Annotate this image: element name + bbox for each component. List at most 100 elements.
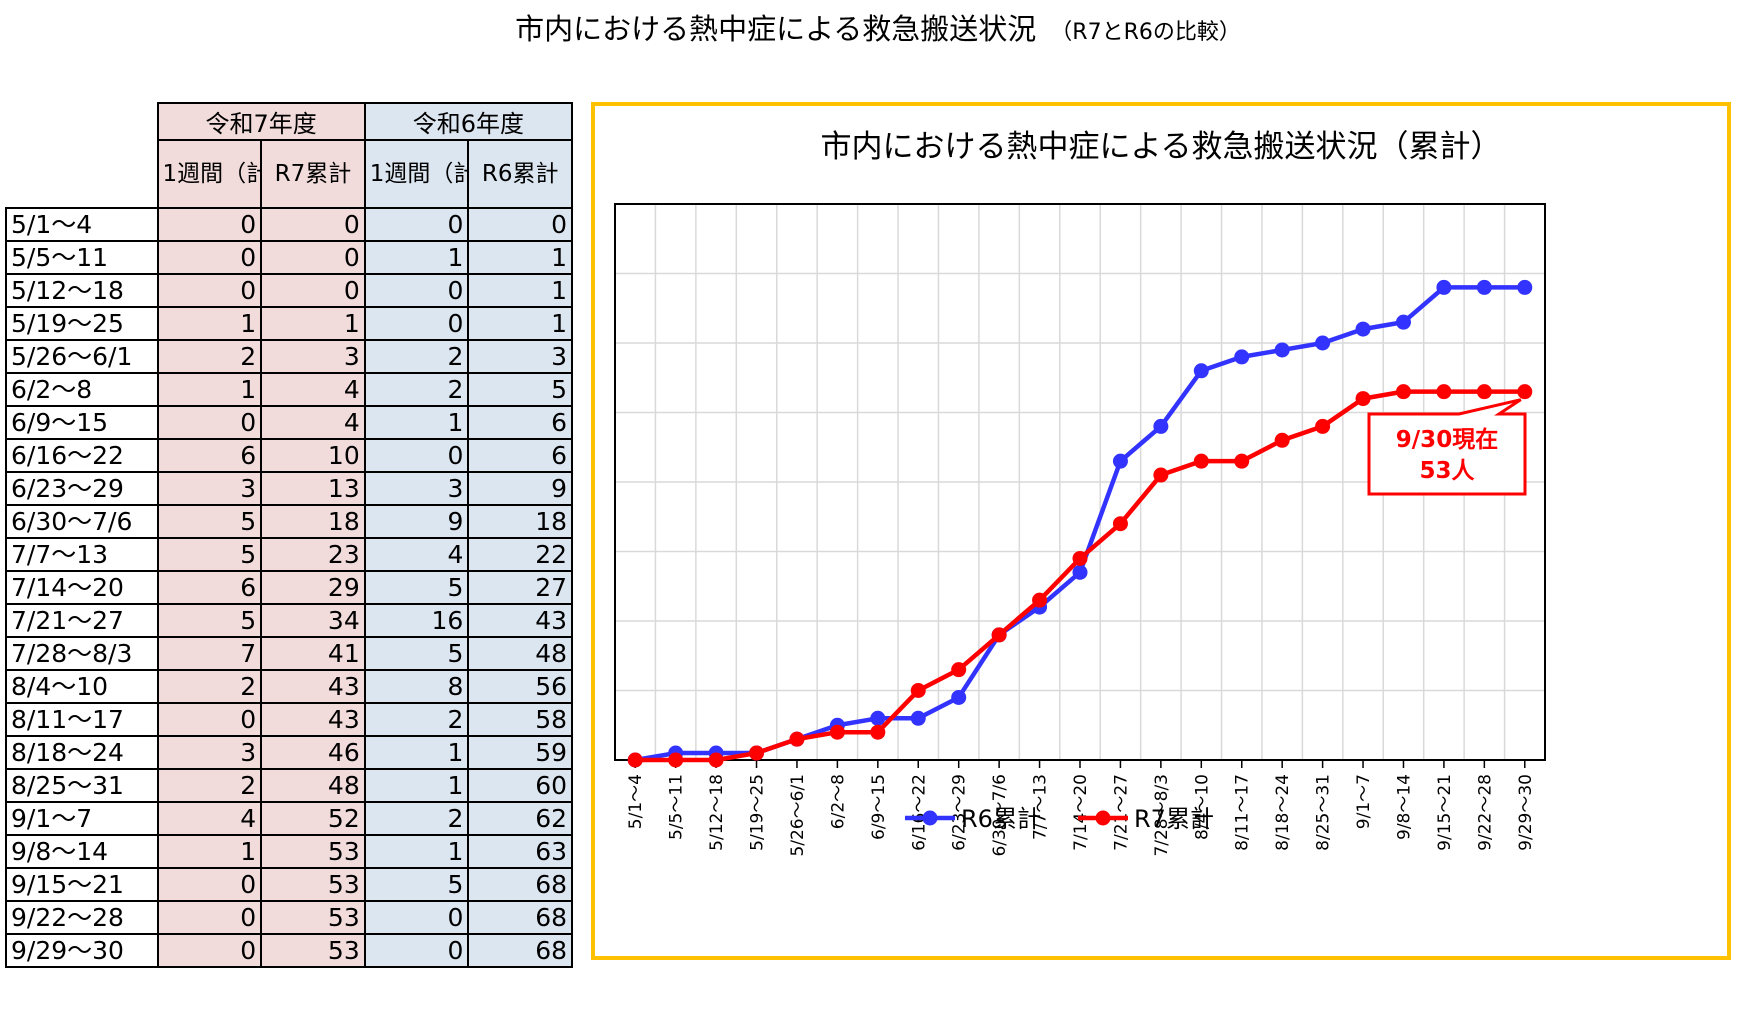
period-cell: 9/8～14 <box>5 834 159 869</box>
x-tick-label: 8/25～31 <box>1314 774 1334 851</box>
r7-weekly-cell: 0 <box>156 933 263 968</box>
r7-weekly-cell: 6 <box>156 570 263 605</box>
page-title-text: 市内における熱中症による救急搬送状況 <box>515 12 1037 46</box>
r6-weekly-cell: 8 <box>363 669 470 704</box>
r7-weekly-cell: 7 <box>156 636 263 671</box>
data-point <box>1517 384 1533 400</box>
data-table: 令和7年度 令和6年度 1週間（計） R7累計 1週間（計） R6累計 5/1～… <box>5 102 574 968</box>
x-tick-label: 9/8～14 <box>1394 774 1414 840</box>
chart-title: 市内における熱中症による救急搬送状況（累計） <box>820 129 1501 165</box>
r7-weekly-cell: 5 <box>156 603 263 638</box>
data-point <box>910 683 926 698</box>
header-r6-group: 令和6年度 <box>363 102 574 141</box>
r7-cumulative-cell: 3 <box>260 339 366 374</box>
r7-weekly-cell: 2 <box>156 339 263 374</box>
r6-weekly-cell: 0 <box>363 306 470 341</box>
header-r6-cumulative: R6累計 <box>467 139 573 209</box>
header-r7-group: 令和7年度 <box>156 102 366 141</box>
data-point <box>1476 279 1492 295</box>
period-cell: 5/12～18 <box>5 273 159 308</box>
data-point <box>991 627 1007 643</box>
table-row: 9/8～14 1 53 1 63 <box>5 834 573 869</box>
data-point <box>708 752 724 768</box>
data-point <box>1112 453 1128 469</box>
period-cell: 5/5～11 <box>5 240 159 275</box>
r7-cumulative-cell: 43 <box>260 702 366 737</box>
data-point <box>1436 384 1452 400</box>
r7-cumulative-cell: 53 <box>260 867 366 902</box>
r7-cumulative-cell: 29 <box>260 570 366 605</box>
r7-weekly-cell: 5 <box>156 537 263 572</box>
data-point <box>627 752 643 768</box>
r6-cumulative-cell: 6 <box>467 405 573 440</box>
r7-weekly-cell: 0 <box>156 405 263 440</box>
data-point <box>1153 467 1169 483</box>
x-tick-label: 8/18～24 <box>1273 774 1293 851</box>
table-row: 6/9～15 0 4 1 6 <box>5 405 573 440</box>
period-cell: 7/21～27 <box>5 603 159 638</box>
header-r7-weekly: 1週間（計） <box>156 139 263 209</box>
data-point <box>1436 279 1452 295</box>
header-r7-cumulative: R7累計 <box>260 139 366 209</box>
r7-weekly-cell: 2 <box>156 768 263 803</box>
page-title: 市内における熱中症による救急搬送状況 （R7とR6の比較） <box>0 6 1756 56</box>
period-cell: 7/14～20 <box>5 570 159 605</box>
table-row: 7/14～20 6 29 5 27 <box>5 570 573 605</box>
table-row: 6/2～8 1 4 2 5 <box>5 372 573 407</box>
table-row: 5/12～18 0 0 0 1 <box>5 273 573 308</box>
data-point <box>1072 550 1088 566</box>
r6-cumulative-cell: 56 <box>467 669 573 704</box>
data-point <box>1395 384 1411 400</box>
r6-weekly-cell: 1 <box>363 768 470 803</box>
r6-cumulative-cell: 1 <box>467 273 573 308</box>
r6-cumulative-cell: 0 <box>467 207 573 242</box>
table-row: 5/5～11 0 0 1 1 <box>5 240 573 275</box>
x-tick-label: 9/22～28 <box>1475 774 1495 851</box>
data-point <box>1193 363 1209 379</box>
data-point <box>789 731 805 747</box>
r6-cumulative-cell: 1 <box>467 306 573 341</box>
r6-cumulative-cell: 18 <box>467 504 573 539</box>
r6-cumulative-cell: 58 <box>467 702 573 737</box>
r6-weekly-cell: 3 <box>363 471 470 506</box>
r7-cumulative-cell: 46 <box>260 735 366 770</box>
r7-cumulative-cell: 48 <box>260 768 366 803</box>
data-point <box>1032 592 1048 608</box>
r7-weekly-cell: 1 <box>156 834 263 869</box>
period-cell: 9/22～28 <box>5 900 159 935</box>
period-cell: 5/26～6/1 <box>5 339 159 374</box>
period-cell: 9/29～30 <box>5 933 159 968</box>
table-row: 9/22～28 0 53 0 68 <box>5 900 573 935</box>
r6-cumulative-cell: 1 <box>467 240 573 275</box>
data-point <box>668 752 684 768</box>
period-cell: 8/18～24 <box>5 735 159 770</box>
period-cell: 6/2～8 <box>5 372 159 407</box>
data-point <box>1274 342 1290 358</box>
period-cell: 7/7～13 <box>5 537 159 572</box>
r6-weekly-cell: 2 <box>363 339 470 374</box>
x-tick-label: 6/9～15 <box>869 774 889 840</box>
r6-cumulative-cell: 5 <box>467 372 573 407</box>
x-tick-label: 9/29～30 <box>1516 774 1536 851</box>
data-point <box>1315 335 1331 351</box>
period-cell: 8/25～31 <box>5 768 159 803</box>
data-point <box>829 724 845 740</box>
table-corner <box>6 103 158 140</box>
r6-cumulative-cell: 43 <box>467 603 573 638</box>
x-tick-label: 7/7～13 <box>1031 774 1051 840</box>
r7-cumulative-cell: 4 <box>260 405 366 440</box>
r6-weekly-cell: 0 <box>363 273 470 308</box>
x-tick-label: 5/12～18 <box>707 774 727 851</box>
r6-weekly-cell: 1 <box>363 735 470 770</box>
data-point <box>870 724 886 740</box>
table-row: 9/29～30 0 53 0 68 <box>5 933 573 968</box>
data-point <box>1234 453 1250 469</box>
table-row: 5/26～6/1 2 3 2 3 <box>5 339 573 374</box>
x-tick-label: 6/30～7/6 <box>990 774 1010 857</box>
r6-weekly-cell: 0 <box>363 207 470 242</box>
r7-cumulative-cell: 43 <box>260 669 366 704</box>
callout-line2: 53人 <box>1419 458 1475 484</box>
data-point <box>951 689 967 705</box>
r6-cumulative-cell: 22 <box>467 537 573 572</box>
x-tick-label: 6/16～22 <box>909 774 929 851</box>
